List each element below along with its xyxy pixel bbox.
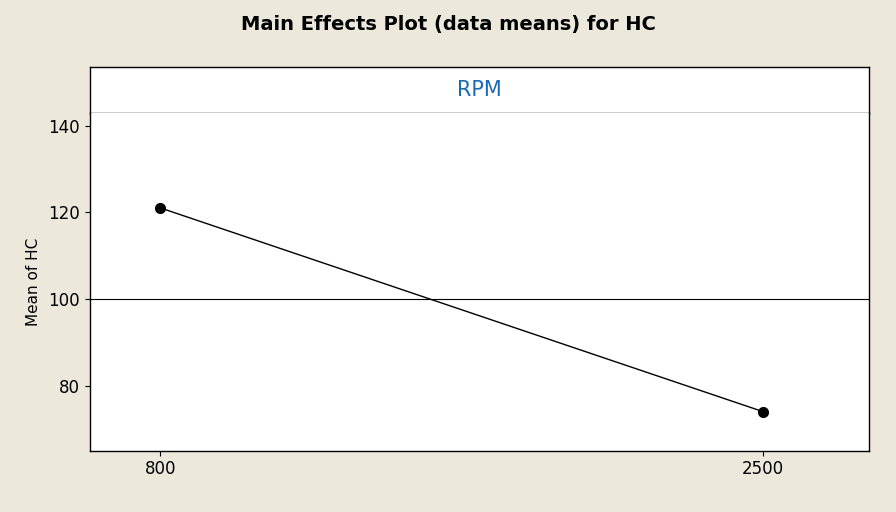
Y-axis label: Mean of HC: Mean of HC — [26, 238, 41, 326]
Text: RPM: RPM — [457, 79, 502, 100]
Text: Main Effects Plot (data means) for HC: Main Effects Plot (data means) for HC — [240, 15, 656, 34]
